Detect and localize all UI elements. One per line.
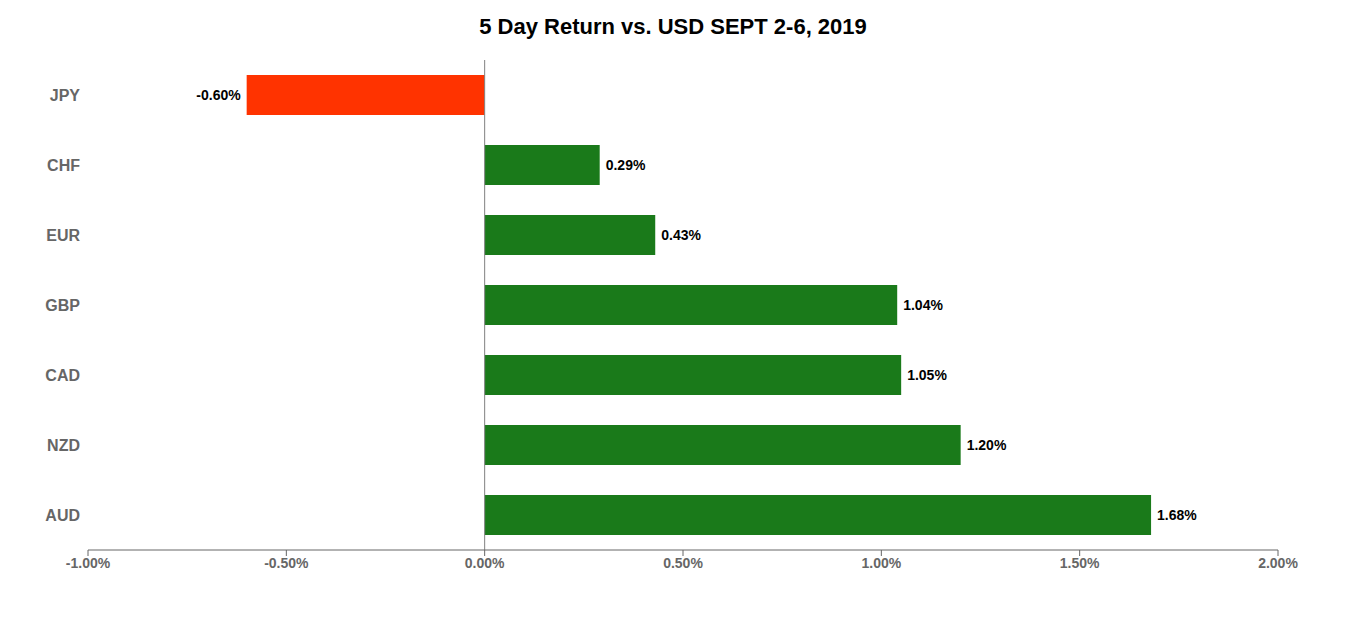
svg-text:-1.00%: -1.00% bbox=[66, 555, 111, 571]
svg-text:0.29%: 0.29% bbox=[606, 157, 646, 173]
svg-text:1.04%: 1.04% bbox=[903, 297, 943, 313]
svg-text:GBP: GBP bbox=[45, 297, 80, 314]
svg-text:JPY: JPY bbox=[50, 87, 81, 104]
svg-text:CAD: CAD bbox=[45, 367, 80, 384]
svg-text:2.00%: 2.00% bbox=[1258, 555, 1298, 571]
svg-text:AUD: AUD bbox=[45, 507, 80, 524]
svg-text:1.20%: 1.20% bbox=[967, 437, 1007, 453]
svg-text:-0.50%: -0.50% bbox=[264, 555, 309, 571]
svg-text:0.00%: 0.00% bbox=[465, 555, 505, 571]
svg-text:NZD: NZD bbox=[47, 437, 80, 454]
html-text:5 Day Return vs. USD SEPT 2-6,: 5 Day Return vs. USD SEPT 2-6, 2019 bbox=[479, 14, 867, 39]
svg-text:1.05%: 1.05% bbox=[907, 367, 947, 383]
svg-text:0.50%: 0.50% bbox=[663, 555, 703, 571]
svg-text:EUR: EUR bbox=[46, 227, 80, 244]
svg-text:0.43%: 0.43% bbox=[661, 227, 701, 243]
svg-text:CHF: CHF bbox=[47, 157, 80, 174]
svg-text:1.68%: 1.68% bbox=[1157, 507, 1197, 523]
svg-text:1.00%: 1.00% bbox=[861, 555, 901, 571]
svg-text:1.50%: 1.50% bbox=[1060, 555, 1100, 571]
svg-text:-0.60%: -0.60% bbox=[196, 87, 241, 103]
